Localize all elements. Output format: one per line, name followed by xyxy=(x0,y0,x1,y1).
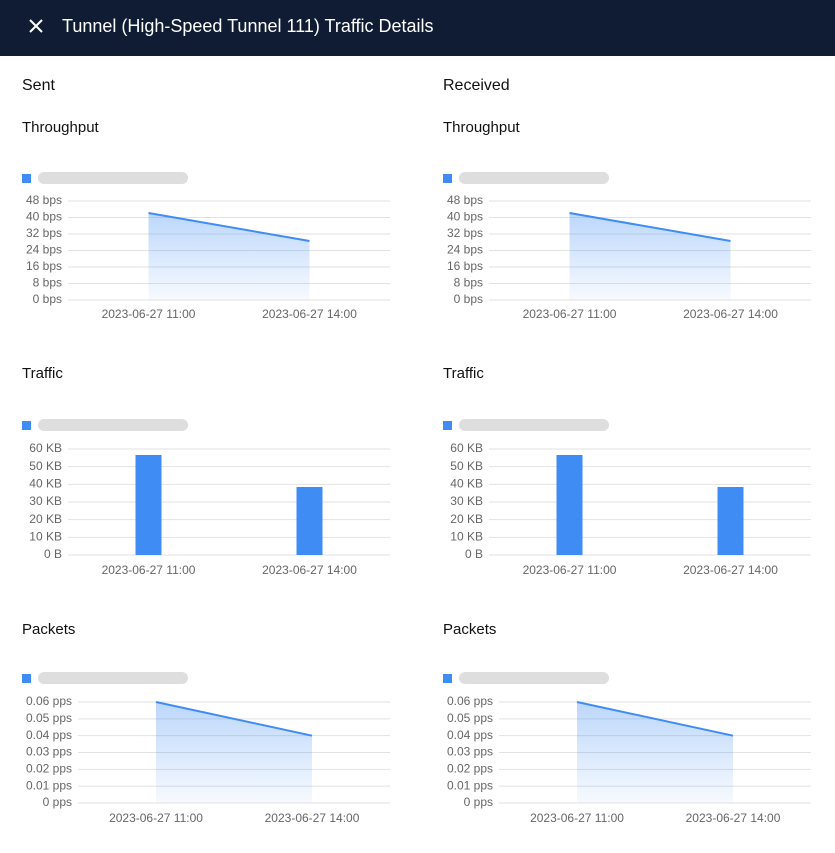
y-tick-label: 16 bps xyxy=(447,259,483,273)
y-tick-label: 0.06 pps xyxy=(447,694,493,708)
y-tick-label: 40 KB xyxy=(29,477,62,491)
y-tick-label: 0 B xyxy=(44,547,62,561)
x-tick-label: 2023-06-27 11:00 xyxy=(109,811,203,825)
y-tick-label: 40 KB xyxy=(450,477,483,491)
legend-swatch xyxy=(22,674,31,683)
y-tick-label: 0 bps xyxy=(33,292,62,306)
panel-heading: Received xyxy=(443,77,510,94)
y-tick-label: 0.02 pps xyxy=(447,762,493,776)
y-tick-label: 0.05 pps xyxy=(26,711,72,725)
area-fill xyxy=(577,702,733,803)
chart-title: Packets xyxy=(22,621,75,638)
bar xyxy=(717,486,744,555)
area-line xyxy=(148,211,310,242)
chart-title: Throughput xyxy=(443,119,521,136)
legend-swatch xyxy=(443,174,452,183)
y-tick-label: 40 bps xyxy=(26,210,62,224)
legend-redacted xyxy=(38,419,188,431)
y-tick-label: 0.01 pps xyxy=(447,778,493,792)
x-tick-label: 2023-06-27 14:00 xyxy=(683,307,778,321)
y-tick-label: 30 KB xyxy=(450,494,483,508)
x-tick-label: 2023-06-27 11:00 xyxy=(102,307,196,321)
area-line xyxy=(155,701,313,737)
x-tick-label: 2023-06-27 14:00 xyxy=(683,563,778,577)
y-tick-label: 40 bps xyxy=(447,210,483,224)
y-tick-label: 24 bps xyxy=(447,243,483,257)
y-tick-label: 32 bps xyxy=(26,226,62,240)
y-tick-label: 0.04 pps xyxy=(26,728,72,742)
y-tick-label: 0.01 pps xyxy=(26,778,72,792)
legend-swatch xyxy=(22,174,31,183)
y-tick-label: 60 KB xyxy=(450,441,483,455)
x-tick-label: 2023-06-27 11:00 xyxy=(523,563,617,577)
y-tick-label: 20 KB xyxy=(450,512,483,526)
x-tick-label: 2023-06-27 14:00 xyxy=(262,563,357,577)
y-tick-label: 0.03 pps xyxy=(447,745,493,759)
y-tick-label: 50 KB xyxy=(29,459,62,473)
y-tick-label: 0.02 pps xyxy=(26,762,72,776)
y-tick-label: 10 KB xyxy=(29,530,62,544)
x-tick-label: 2023-06-27 11:00 xyxy=(530,811,624,825)
legend-redacted xyxy=(459,672,609,684)
x-tick-label: 2023-06-27 14:00 xyxy=(686,811,781,825)
y-tick-label: 20 KB xyxy=(29,512,62,526)
x-tick-label: 2023-06-27 11:00 xyxy=(102,563,196,577)
chart-title: Traffic xyxy=(22,365,63,382)
close-button[interactable] xyxy=(29,19,43,33)
y-tick-label: 8 bps xyxy=(454,276,483,290)
chart-title: Throughput xyxy=(22,119,100,136)
y-tick-label: 48 bps xyxy=(447,193,483,207)
y-tick-label: 0 B xyxy=(465,547,483,561)
y-tick-label: 0.03 pps xyxy=(26,745,72,759)
legend-swatch xyxy=(443,421,452,430)
legend-redacted xyxy=(459,172,609,184)
y-tick-label: 50 KB xyxy=(450,459,483,473)
y-tick-label: 0.05 pps xyxy=(447,711,493,725)
legend-swatch xyxy=(443,674,452,683)
bar xyxy=(556,455,583,555)
y-tick-label: 10 KB xyxy=(450,530,483,544)
panel-heading: Sent xyxy=(22,77,55,94)
chart-title: Packets xyxy=(443,621,496,638)
y-tick-label: 30 KB xyxy=(29,494,62,508)
y-tick-label: 60 KB xyxy=(29,441,62,455)
legend-redacted xyxy=(38,672,188,684)
x-tick-label: 2023-06-27 11:00 xyxy=(523,307,617,321)
legend-redacted xyxy=(459,419,609,431)
chart-title: Traffic xyxy=(443,365,484,382)
y-tick-label: 0.06 pps xyxy=(26,694,72,708)
x-tick-label: 2023-06-27 14:00 xyxy=(262,307,357,321)
header-title: Tunnel (High-Speed Tunnel 111) Traffic D… xyxy=(62,16,434,36)
area-line xyxy=(576,701,734,737)
legend-redacted xyxy=(38,172,188,184)
y-tick-label: 0 pps xyxy=(464,795,493,809)
y-tick-label: 48 bps xyxy=(26,193,62,207)
x-tick-label: 2023-06-27 14:00 xyxy=(265,811,360,825)
y-tick-label: 0 pps xyxy=(43,795,72,809)
bar xyxy=(296,486,323,555)
y-tick-label: 32 bps xyxy=(447,226,483,240)
legend-swatch xyxy=(22,421,31,430)
y-tick-label: 0.04 pps xyxy=(447,728,493,742)
area-fill xyxy=(156,702,312,803)
area-line xyxy=(569,211,731,242)
y-tick-label: 0 bps xyxy=(454,292,483,306)
bar xyxy=(135,455,162,555)
header-bar xyxy=(0,0,835,56)
y-tick-label: 24 bps xyxy=(26,243,62,257)
y-tick-label: 8 bps xyxy=(33,276,62,290)
y-tick-label: 16 bps xyxy=(26,259,62,273)
